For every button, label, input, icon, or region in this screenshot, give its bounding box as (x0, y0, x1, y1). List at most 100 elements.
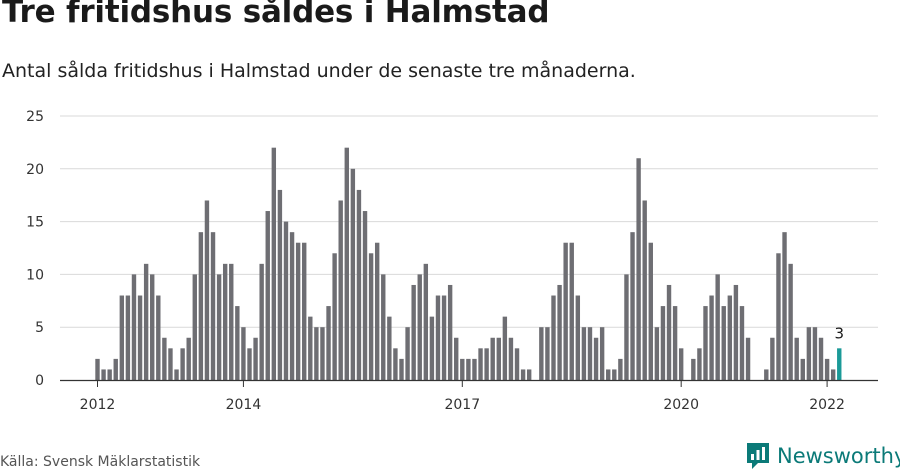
bar (368, 253, 374, 380)
bar (143, 263, 149, 380)
bar (295, 242, 301, 380)
bar (660, 306, 666, 380)
bar (727, 295, 733, 380)
bar (210, 232, 216, 380)
bar (672, 306, 678, 380)
y-tick-label: 25 (26, 109, 44, 125)
bar (551, 295, 556, 380)
x-axis-ticks: 2012 2014 2017 2020 2022 (80, 380, 845, 413)
bar (332, 253, 337, 380)
bar (697, 348, 702, 380)
bar (356, 189, 362, 380)
bar (526, 369, 532, 380)
newsworthy-logo-icon (747, 443, 769, 469)
bar (387, 316, 392, 380)
bar (454, 337, 459, 380)
grid-lines (60, 115, 878, 328)
bar (156, 295, 161, 380)
bar (581, 327, 587, 380)
bar (800, 358, 805, 380)
bar (563, 242, 568, 380)
y-tick-label: 10 (26, 267, 44, 283)
bar (599, 327, 605, 380)
bar (216, 274, 222, 380)
bar (265, 211, 270, 380)
source-note: Källa: Svensk Mäklarstatistik (0, 454, 201, 470)
bar (125, 295, 131, 380)
x-tick-label: 2012 (80, 397, 116, 413)
bar (514, 348, 520, 380)
bar (508, 337, 514, 380)
bar (818, 337, 824, 380)
y-tick-label: 5 (35, 320, 44, 336)
bar (186, 337, 191, 380)
bar (192, 274, 197, 380)
bar (302, 242, 307, 380)
bar (545, 327, 550, 380)
bar (812, 327, 818, 380)
y-tick-label: 0 (35, 373, 44, 389)
bar (502, 316, 508, 380)
bar (666, 284, 672, 380)
bar (180, 348, 185, 380)
bar (101, 369, 106, 380)
bar (703, 306, 708, 380)
y-tick-label: 15 (26, 215, 44, 231)
bar (782, 232, 787, 380)
bar (624, 274, 629, 380)
bar (569, 242, 574, 380)
bar (770, 337, 775, 380)
bar (362, 211, 368, 380)
bar (350, 168, 356, 380)
bar (715, 274, 720, 380)
bar (618, 358, 623, 380)
chart-title: Tre fritidshus såldes i Halmstad (2, 0, 550, 30)
bars (95, 147, 842, 380)
bar (520, 369, 526, 380)
bar (575, 295, 581, 380)
bar (399, 358, 404, 380)
bar (344, 147, 349, 380)
bar (119, 295, 125, 380)
bar (241, 327, 246, 380)
bar (678, 348, 684, 380)
bar (557, 284, 562, 380)
bar (691, 358, 696, 380)
bar (788, 263, 793, 380)
bar (253, 337, 258, 380)
bar (247, 348, 252, 380)
y-tick-label: 20 (26, 162, 44, 178)
bar (393, 348, 398, 380)
bar (539, 327, 544, 380)
bar (496, 337, 501, 380)
bar (429, 316, 435, 380)
bar (374, 242, 380, 380)
bar (776, 253, 781, 380)
bar (472, 358, 477, 380)
bar (709, 295, 714, 380)
bar (484, 348, 489, 380)
x-tick-label: 2020 (663, 397, 699, 413)
bar (229, 263, 234, 380)
bar (259, 263, 264, 380)
x-tick-label: 2014 (226, 397, 262, 413)
bar (441, 295, 447, 380)
bar (587, 327, 593, 380)
bar (739, 306, 745, 380)
brand-name: Newsworthy (777, 444, 900, 468)
bar-chart: 0 5 10 15 20 25 2012 2014 2017 2020 2022 3 (26, 109, 878, 413)
bar (466, 358, 471, 380)
bar (405, 327, 410, 380)
bar (113, 358, 118, 380)
bar (381, 274, 386, 380)
bar (648, 242, 653, 380)
bar (830, 369, 836, 380)
bar (271, 147, 277, 380)
brand-logo: Newsworthy (745, 440, 900, 472)
bar (654, 327, 660, 380)
bar (235, 306, 240, 380)
bar (824, 358, 830, 380)
bar (478, 348, 483, 380)
bar (320, 327, 325, 380)
bar (417, 274, 422, 380)
